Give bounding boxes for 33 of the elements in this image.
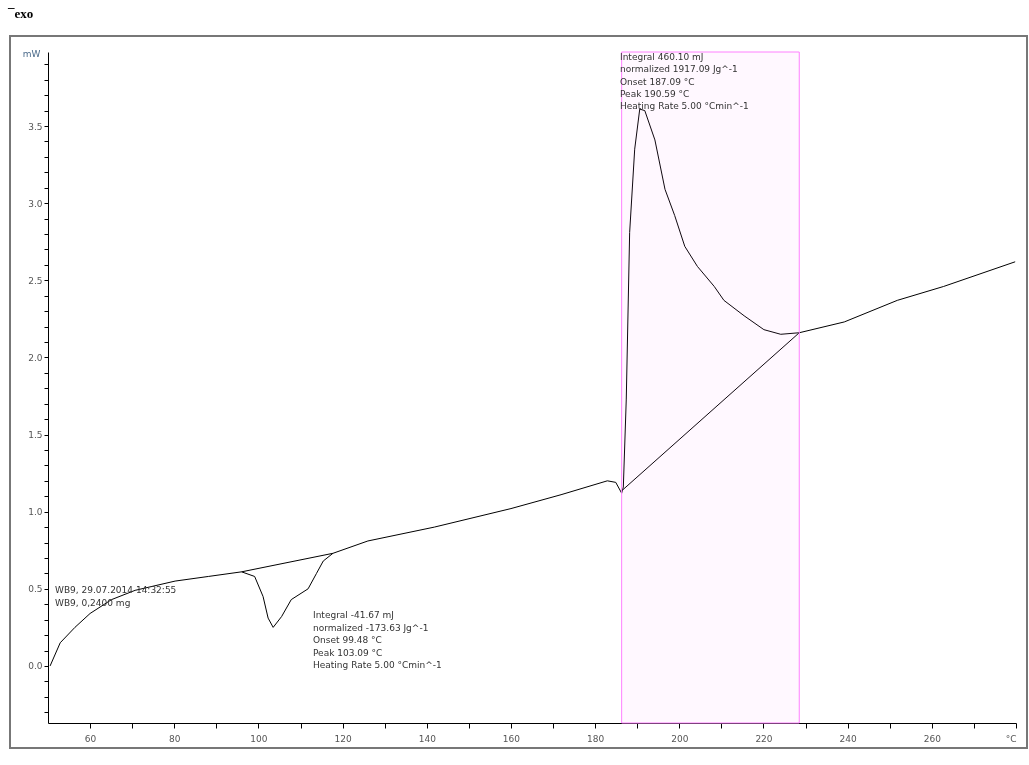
y-axis-title: mW	[22, 48, 41, 59]
annotation: Peak 190.59 °C	[620, 88, 690, 99]
y-tick-label: 1.5	[28, 430, 43, 441]
annotation: normalized 1917.09 Jg^-1	[620, 64, 738, 75]
x-tick-label: 240	[839, 733, 858, 744]
x-tick-label: 60	[84, 733, 97, 744]
y-tick-label: 0.0	[28, 661, 43, 672]
y-tick-label: 3.0	[28, 198, 43, 209]
annotation: WB9, 29.07.2014 14:32:55	[55, 585, 177, 595]
x-tick-label: 180	[587, 733, 605, 744]
annotation: Onset 99.48 °C	[313, 635, 382, 645]
x-tick-label: 100	[250, 733, 268, 744]
x-tick-label: 220	[755, 733, 773, 744]
x-tick-label: 200	[671, 733, 689, 744]
x-tick-label: 260	[923, 733, 942, 744]
y-tick-label: 2.5	[28, 275, 43, 286]
annotation: Heating Rate 5.00 °Cmin^-1	[313, 660, 442, 670]
annotation: Heating Rate 5.00 °Cmin^-1	[620, 101, 749, 112]
x-tick-label: 160	[502, 733, 521, 744]
x-tick-label: 140	[418, 733, 437, 744]
annotation: Onset 187.09 °C	[620, 76, 695, 87]
x-tick-label: °C	[1005, 733, 1017, 744]
annotation: Integral 460.10 mJ	[620, 52, 704, 62]
y-tick-label: 1.0	[28, 507, 43, 518]
y-tick-label: 2.0	[28, 352, 43, 363]
annotation: Peak 103.09 °C	[313, 647, 383, 658]
y-tick-label: 3.5	[28, 121, 43, 132]
x-tick-label: 120	[334, 733, 352, 744]
y-tick-label: 0.5	[28, 584, 43, 595]
annotation: Integral -41.67 mJ	[313, 610, 395, 620]
text: ¯exo	[8, 6, 34, 22]
annotation: normalized -173.63 Jg^-1	[313, 622, 429, 633]
x-tick-label: 80	[169, 733, 181, 744]
